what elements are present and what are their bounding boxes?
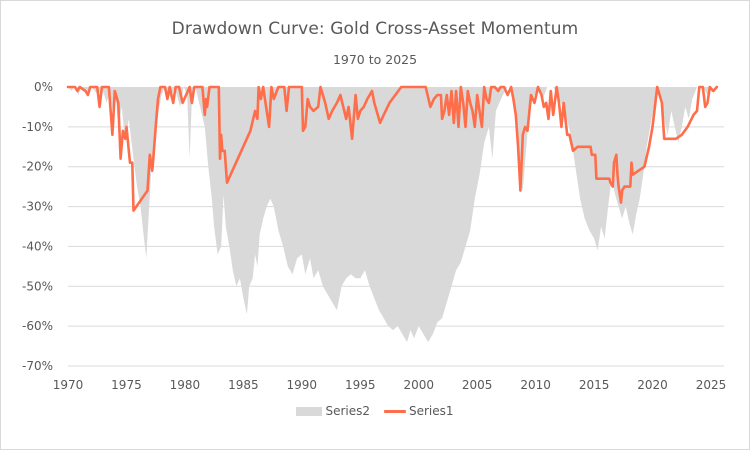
- series2-swatch: [296, 406, 323, 416]
- x-tick-label: 1990: [287, 378, 318, 392]
- y-tick-label: -20%: [22, 160, 53, 174]
- series1-line: [66, 85, 719, 212]
- x-tick-label: 2005: [462, 378, 493, 392]
- y-tick-label: -10%: [22, 120, 53, 134]
- chart-title: Drawdown Curve: Gold Cross-Asset Momentu…: [171, 19, 579, 39]
- y-tick-label: 0%: [34, 80, 53, 94]
- y-tick-label: -40%: [22, 239, 53, 253]
- chart-subtitle: 1970 to 2025: [332, 52, 418, 67]
- legend: Series2 Series1: [0, 404, 750, 418]
- x-tick-label: 2025: [696, 378, 727, 392]
- y-tick-label: -50%: [22, 279, 53, 293]
- legend-label-series2: Series2: [325, 404, 370, 418]
- x-tick-label: 2000: [403, 378, 434, 392]
- x-tick-label: 1970: [53, 378, 84, 392]
- y-axis-labels: 0% -10% -20% -30% -40% -50% -60% -70%: [22, 80, 53, 373]
- series2-area: [68, 87, 717, 343]
- series2-layer: [68, 87, 717, 343]
- x-tick-label: 2015: [579, 378, 610, 392]
- y-tick-label: -70%: [22, 359, 53, 373]
- series1-layer: [66, 85, 719, 212]
- x-tick-label: 1995: [345, 378, 376, 392]
- x-tick-label: 2020: [637, 378, 668, 392]
- y-tick-label: -60%: [22, 319, 53, 333]
- series1-swatch: [384, 409, 406, 413]
- y-tick-label: -30%: [22, 200, 53, 214]
- x-tick-label: 1980: [170, 378, 201, 392]
- x-axis-labels: 1970 1975 1980 1985 1990 1995 2000 2005 2010 2015…: [53, 378, 727, 392]
- legend-item-series1[interactable]: Series1: [384, 404, 454, 418]
- x-tick-label: 2010: [520, 378, 551, 392]
- x-tick-label: 1975: [111, 378, 142, 392]
- legend-label-series1: Series1: [409, 404, 454, 418]
- x-tick-label: 1985: [228, 378, 259, 392]
- legend-item-series2[interactable]: Series2: [296, 404, 370, 418]
